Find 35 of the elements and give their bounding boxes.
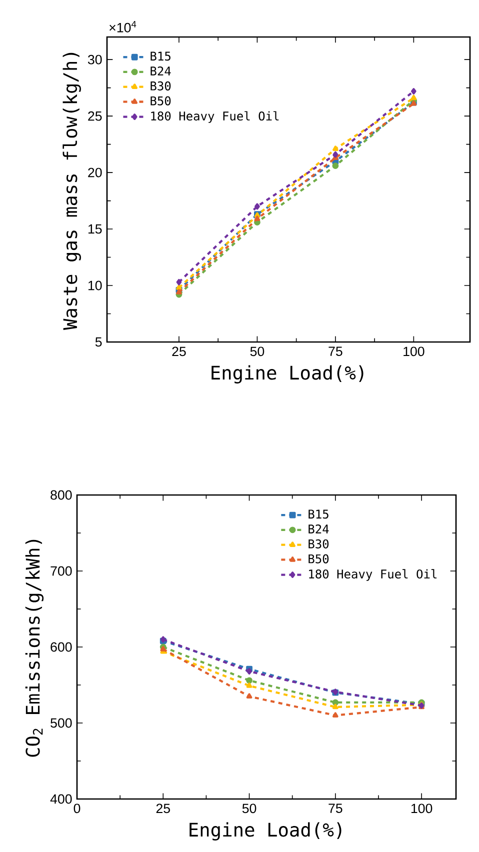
x-tick-label: 100 <box>404 346 424 356</box>
legend-label: 180 Heavy Fuel Oil <box>309 569 437 581</box>
y-axis-title: CO$_{2}$ Emissions(g/kWh) <box>25 540 44 757</box>
legend-label: B50 <box>308 554 329 564</box>
y-tick-label: 25 <box>88 111 102 121</box>
x-tick-label: 0 <box>74 804 80 814</box>
legend-label: B24 <box>150 66 171 76</box>
x-tick-label: 25 <box>172 346 186 356</box>
x-axis-title: Engine Load(%) <box>212 365 364 384</box>
y-tick-label: 500 <box>50 718 72 728</box>
legend-label: B30 <box>150 81 171 90</box>
x-tick-label: 50 <box>242 804 256 814</box>
y-tick-label: 15 <box>88 224 102 234</box>
x-tick-label: 100 <box>411 804 432 814</box>
legend-label: B50 <box>150 96 171 106</box>
x-tick-label: 25 <box>156 804 170 814</box>
text: ×10$^{4}$ <box>110 20 136 32</box>
y-tick-label: 800 <box>50 490 72 500</box>
x-tick-label: 75 <box>328 346 342 356</box>
y-tick-label: 700 <box>50 566 72 576</box>
legend-label: B15 <box>308 510 328 519</box>
y-tick-label: 20 <box>88 168 102 178</box>
y-tick-label: 30 <box>88 54 102 64</box>
legend-label: B15 <box>150 52 170 61</box>
legend-label: B24 <box>308 524 329 534</box>
y-tick-label: 10 <box>88 280 102 290</box>
y-tick-label: 600 <box>50 642 72 652</box>
y-axis-title: Waste gas mass flow(kg/h) <box>62 52 81 330</box>
x-axis-title: Engine Load(%) <box>190 822 342 840</box>
legend-label: B30 <box>308 539 329 548</box>
legend-label: 180 Heavy Fuel Oil <box>151 111 279 123</box>
y-tick-label: 400 <box>50 794 72 804</box>
y-tick-label: 5 <box>95 337 102 347</box>
x-tick-label: 75 <box>328 804 342 814</box>
x-tick-label: 50 <box>250 346 264 356</box>
